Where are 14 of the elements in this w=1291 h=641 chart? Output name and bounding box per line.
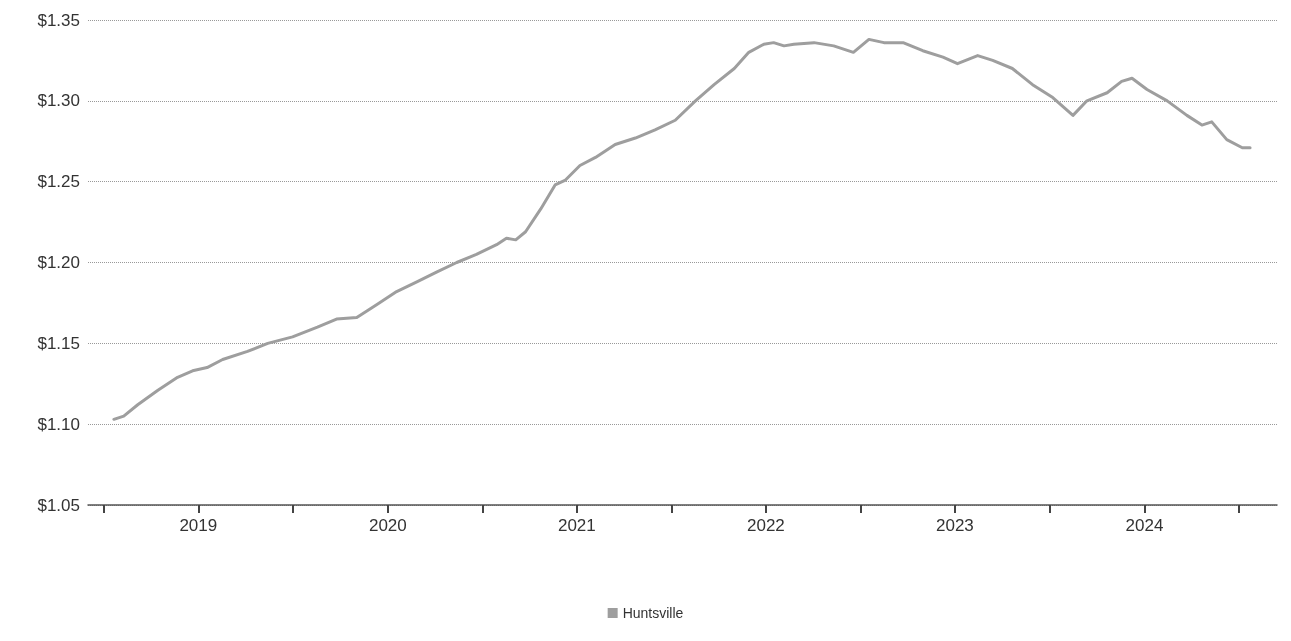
y-tick-label: $1.10: [37, 414, 80, 434]
y-tick-label: $1.35: [37, 10, 80, 30]
y-tick-label: $1.05: [37, 495, 80, 515]
x-tick-label: 2024: [1125, 516, 1164, 535]
legend-label: Huntsville: [622, 605, 684, 621]
x-tick-label: 2022: [746, 516, 785, 535]
y-tick-label: $1.30: [37, 91, 80, 111]
y-tick-label: $1.15: [37, 333, 80, 353]
x-tick-label: 2023: [935, 516, 974, 535]
x-tick-label: 2021: [557, 516, 596, 535]
x-tick-label: 2019: [179, 516, 218, 535]
y-tick-label: $1.25: [37, 172, 80, 192]
y-tick-label: $1.20: [37, 253, 80, 272]
x-tick-label: 2020: [368, 516, 407, 535]
